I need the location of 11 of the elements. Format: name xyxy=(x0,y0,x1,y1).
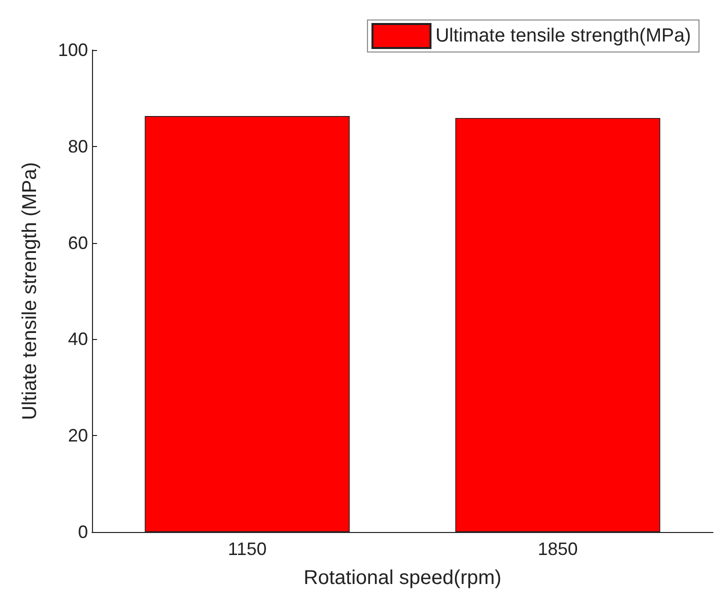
y-tick-label: 40 xyxy=(68,329,88,350)
legend-label: Ultimate tensile strength(MPa) xyxy=(435,26,692,46)
y-axis-title: Ultiate tensile strength (MPa) xyxy=(19,162,41,420)
y-tick-label: 0 xyxy=(78,522,88,542)
y-tick-label: 20 xyxy=(68,426,88,446)
x-axis-title: Rotational speed(rpm) xyxy=(304,567,502,589)
y-tick-label: 80 xyxy=(68,136,88,156)
y-tick-label: 100 xyxy=(58,40,88,60)
x-tick-label: 1150 xyxy=(228,539,267,559)
y-tick-label: 60 xyxy=(68,232,88,253)
x-tick-label: 1850 xyxy=(538,539,578,559)
